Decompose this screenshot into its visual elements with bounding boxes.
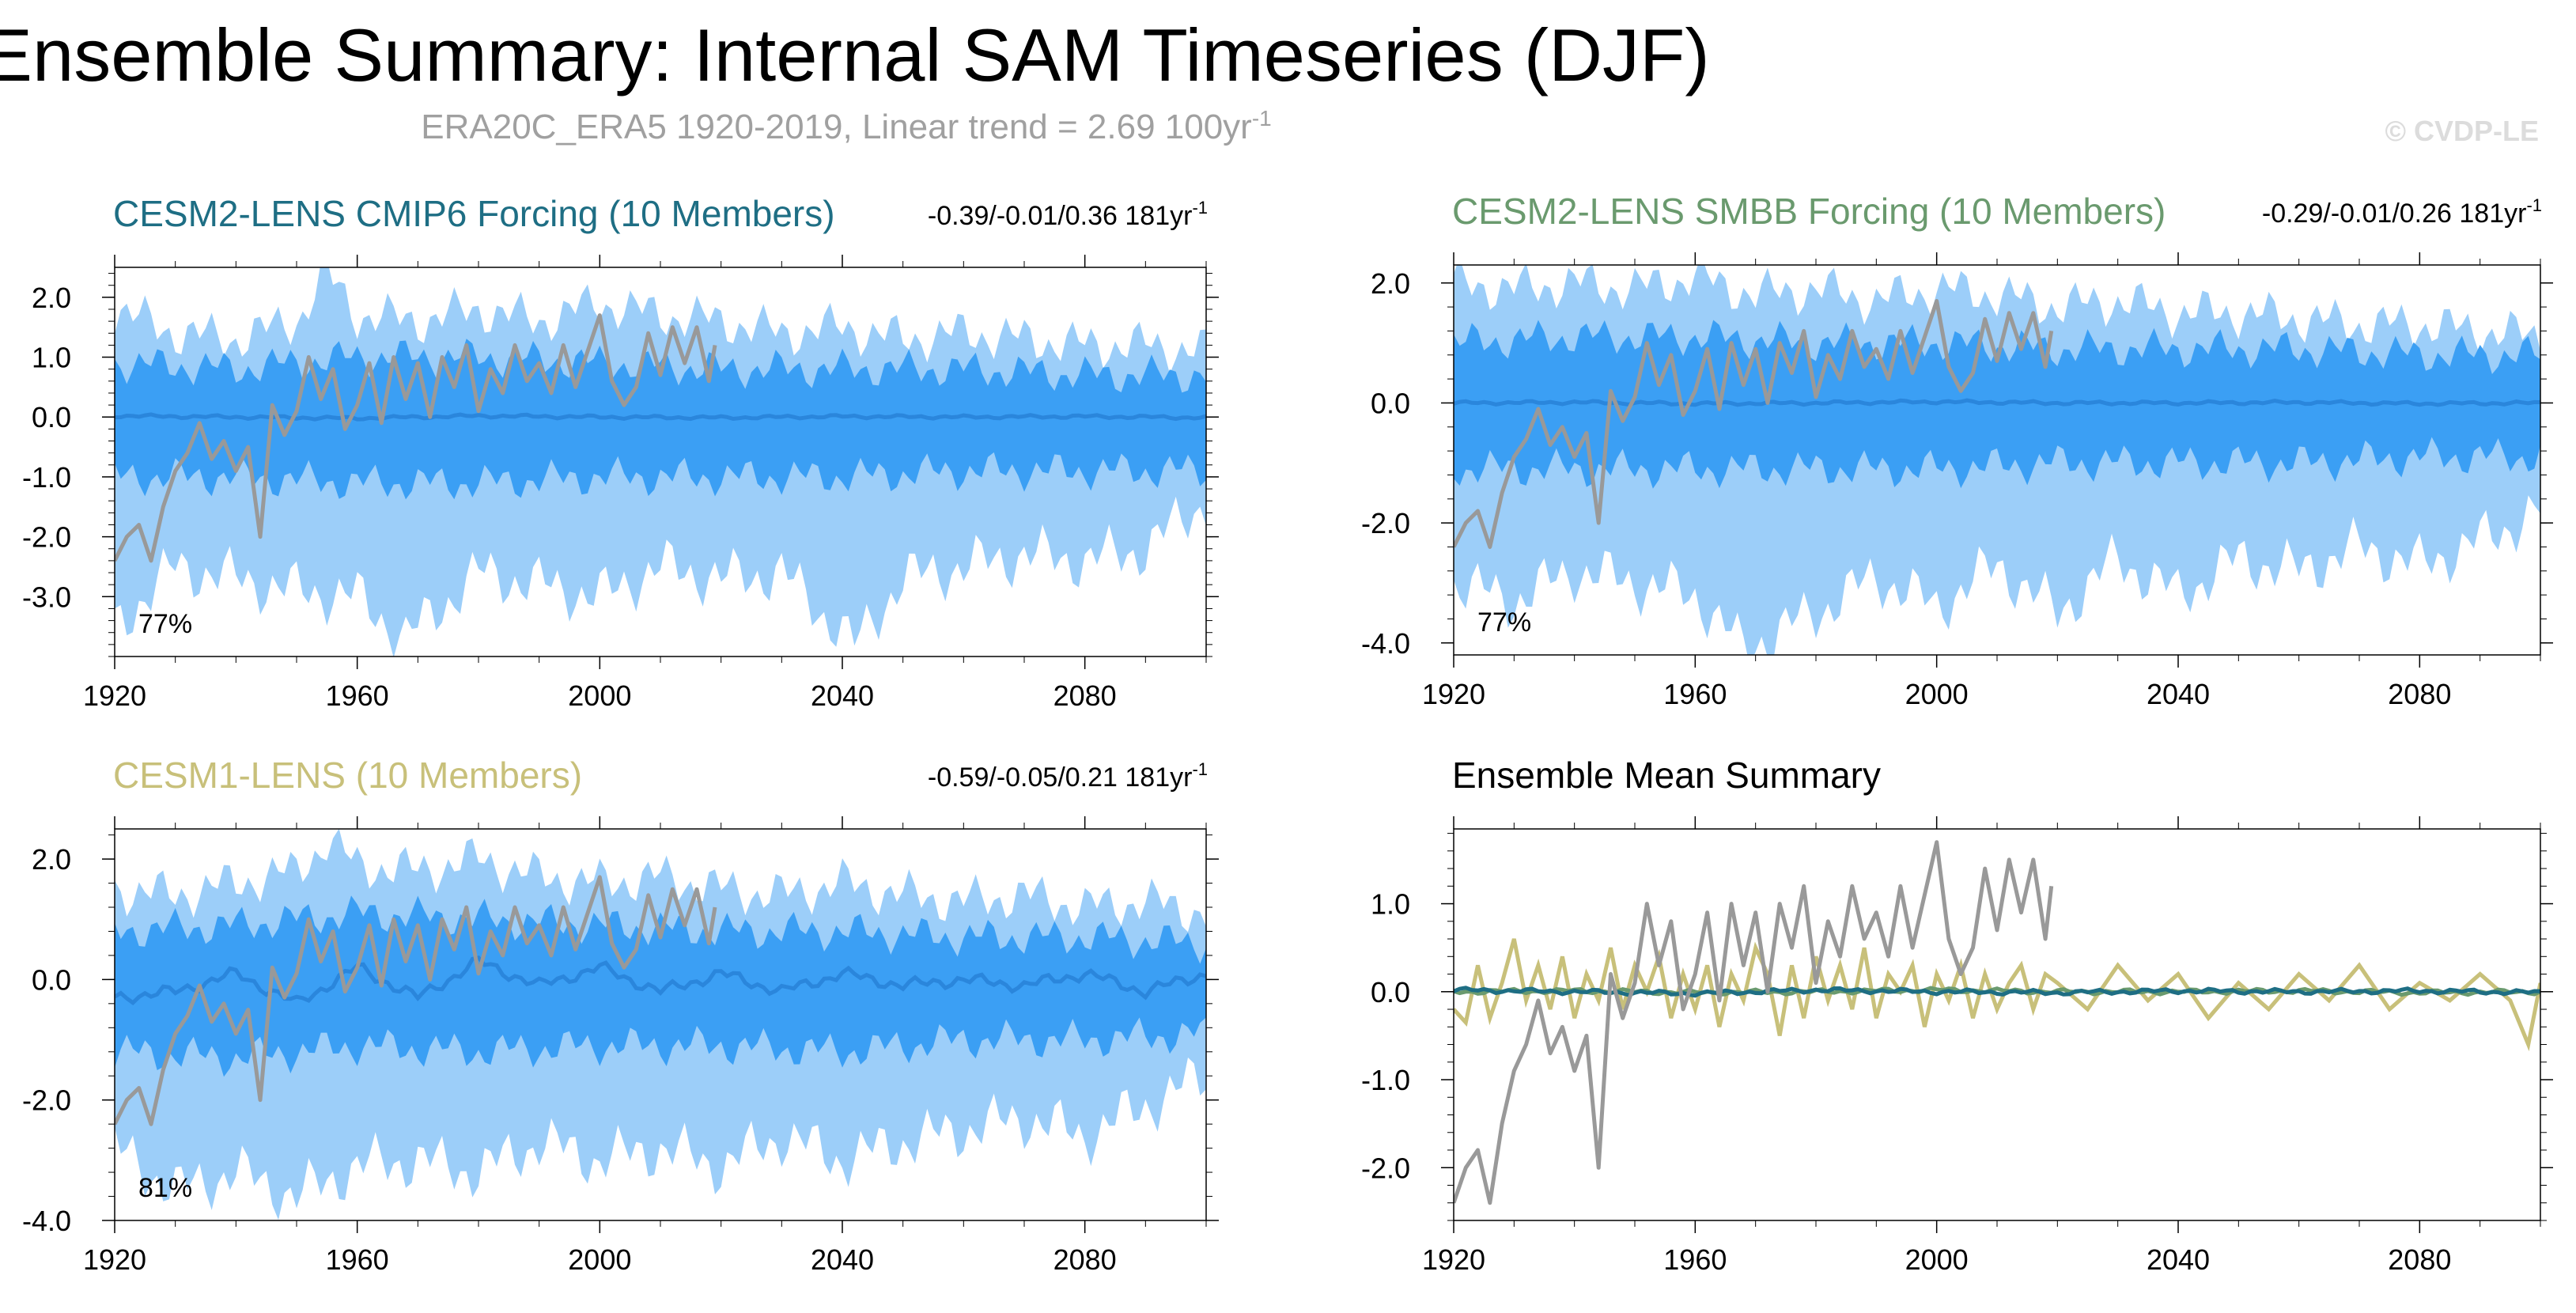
x-tick-label: 2080 — [2388, 678, 2451, 710]
main-title: Ensemble Summary: Internal SAM Timeserie… — [0, 13, 1710, 96]
panel-stats-superscript: -1 — [1192, 198, 1208, 218]
x-tick-label: 2040 — [811, 1243, 874, 1276]
y-tick-label: -3.0 — [22, 581, 71, 613]
y-tick-label: 2.0 — [32, 282, 71, 314]
y-tick-label: 2.0 — [32, 843, 71, 876]
y-tick-label: -1.0 — [1361, 1064, 1410, 1096]
panel-cesm1: 1920 1960 2000 2040 2080 2.0 0.0 -2.0 -4.0 CESM1-… — [22, 755, 1219, 1276]
panel-cmip6: 1920 1960 2000 2040 2080 2.0 1.0 0.0 -1.0 -2.0 -3.… — [22, 193, 1219, 712]
plot-area — [115, 829, 1206, 1220]
subtitle: ERA20C_ERA5 1920-2019, Linear trend = 2.… — [421, 106, 1272, 146]
x-tick-label: 2040 — [2147, 678, 2210, 710]
y-tick-label: -4.0 — [22, 1205, 71, 1237]
x-tick-label: 2000 — [568, 679, 631, 712]
x-tick-label: 2080 — [1053, 679, 1117, 712]
inner-spread-band — [115, 895, 1206, 1077]
panel-smbb: 1920 1960 2000 2040 2080 2.0 0.0 -2.0 -4.0 CESM2-… — [1361, 191, 2553, 710]
panel-percent-label: 77% — [138, 609, 192, 639]
y-tick-label: 0.0 — [32, 401, 71, 433]
ensemble-mean-line — [115, 412, 1206, 422]
panel-title: CESM2-LENS SMBB Forcing (10 Members) — [1452, 191, 2166, 232]
panel-title: Ensemble Mean Summary — [1452, 755, 1881, 796]
x-tick-label: 1960 — [1663, 678, 1727, 710]
panel-mean_summary: 1920 1960 2000 2040 2080 1.0 0.0 -1.0 -2.0 Ensemb… — [1361, 755, 2553, 1276]
y-tick-label: -2.0 — [22, 521, 71, 554]
panel-percent-label: 81% — [138, 1173, 192, 1203]
y-tick-label: -2.0 — [22, 1084, 71, 1117]
y-tick-label: 0.0 — [32, 963, 71, 996]
x-tick-label: 1960 — [326, 679, 389, 712]
y-tick-label: -2.0 — [1361, 1152, 1410, 1184]
x-tick-label: 2000 — [568, 1243, 631, 1276]
panel-stats: -0.39/-0.01/0.36 181yr-1 — [928, 198, 1208, 231]
x-tick-label: 2080 — [2388, 1243, 2451, 1276]
plot-frame — [1453, 828, 2541, 1221]
observations-line — [115, 313, 717, 563]
observations-line — [1454, 840, 2054, 1205]
panel-stats-text: -0.29/-0.01/0.26 181yr — [2262, 199, 2527, 229]
x-tick-label: 1920 — [1422, 1243, 1485, 1276]
plot-area — [115, 267, 1206, 656]
y-tick-label: -1.0 — [22, 461, 71, 494]
ensemble-mean-line — [1454, 398, 2540, 407]
y-tick-label: -4.0 — [1361, 627, 1410, 660]
x-tick-label: 1920 — [83, 679, 146, 712]
y-tick-label: 0.0 — [1371, 387, 1410, 419]
x-tick-label: 1920 — [1422, 678, 1485, 710]
panel-stats-text: -0.59/-0.05/0.21 181yr — [928, 762, 1193, 793]
x-tick-label: 1960 — [1663, 1243, 1727, 1276]
panel-title: CESM1-LENS (10 Members) — [113, 755, 582, 796]
y-tick-label: 2.0 — [1371, 267, 1410, 300]
x-tick-label: 2040 — [2147, 1243, 2210, 1276]
x-tick-label: 2040 — [811, 679, 874, 712]
panel-stats: -0.59/-0.05/0.21 181yr-1 — [928, 759, 1208, 793]
copyright-label: © CVDP-LE — [2385, 115, 2539, 147]
y-tick-label: 1.0 — [1371, 888, 1410, 921]
ensemble-mean-line — [115, 955, 1206, 1006]
panels: 1920 1960 2000 2040 2080 2.0 1.0 0.0 -1.0 -2.0 -3.… — [22, 191, 2553, 1276]
plot-area — [1454, 265, 2540, 655]
panel-title: CESM2-LENS CMIP6 Forcing (10 Members) — [113, 193, 835, 234]
cmip6-mean-line — [1454, 986, 2540, 998]
x-tick-label: 1960 — [326, 1243, 389, 1276]
panel-stats: -0.29/-0.01/0.26 181yr-1 — [2262, 195, 2542, 229]
panel-stats-text: -0.39/-0.01/0.36 181yr — [928, 201, 1193, 231]
subtitle-text: ERA20C_ERA5 1920-2019, Linear trend = 2.… — [421, 108, 1252, 146]
x-tick-label: 2080 — [1053, 1243, 1117, 1276]
y-tick-label: -2.0 — [1361, 507, 1410, 539]
panel-percent-label: 77% — [1477, 607, 1531, 638]
x-tick-label: 1920 — [83, 1243, 146, 1276]
x-tick-label: 2000 — [1905, 678, 1969, 710]
observations-line — [115, 875, 717, 1126]
inner-spread-band — [115, 339, 1206, 500]
plot-area — [1454, 840, 2540, 1205]
panel-stats-superscript: -1 — [2526, 195, 2542, 215]
y-tick-label: 1.0 — [32, 342, 71, 374]
x-tick-label: 2000 — [1905, 1243, 1969, 1276]
observations-line — [1454, 299, 2054, 549]
y-tick-label: 0.0 — [1371, 976, 1410, 1008]
panel-stats-superscript: -1 — [1192, 759, 1208, 779]
subtitle-superscript: -1 — [1252, 106, 1272, 131]
